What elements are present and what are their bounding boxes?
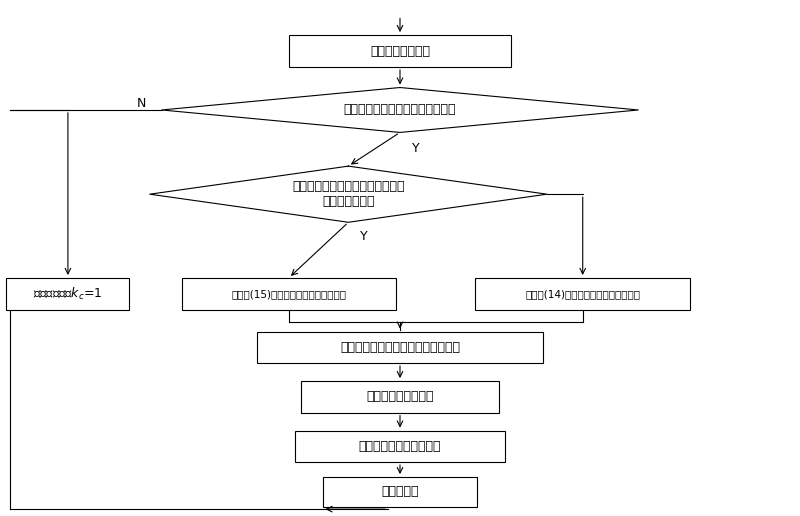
Text: Y: Y bbox=[360, 230, 368, 243]
Bar bbox=[182, 278, 396, 310]
Text: 计算遮挡后的大气透过率: 计算遮挡后的大气透过率 bbox=[358, 440, 442, 453]
Text: Y: Y bbox=[412, 141, 419, 155]
Bar bbox=[322, 477, 478, 507]
Text: 云团移动方向是否在光伏电站与测
光设备连线方向: 云团移动方向是否在光伏电站与测 光设备连线方向 bbox=[292, 180, 405, 208]
Text: N: N bbox=[137, 98, 146, 110]
Bar bbox=[294, 430, 506, 462]
Text: 进入步骤七: 进入步骤七 bbox=[382, 485, 418, 498]
Bar bbox=[6, 278, 130, 310]
Text: 获取云量监测数据: 获取云量监测数据 bbox=[370, 45, 430, 58]
Bar bbox=[289, 36, 511, 67]
Text: 利用式(14)计算云团遮挡位置投影坐标: 利用式(14)计算云团遮挡位置投影坐标 bbox=[526, 289, 640, 299]
Text: 计算遮挡发生的时间: 计算遮挡发生的时间 bbox=[366, 390, 434, 404]
Text: 置大气透过率$k_c$=1: 置大气透过率$k_c$=1 bbox=[33, 286, 102, 302]
Text: 利用式(15)计算云团遮挡位置投影坐标: 利用式(15)计算云团遮挡位置投影坐标 bbox=[231, 289, 346, 299]
Text: 云团移动方向是否会遮挡光伏电站: 云团移动方向是否会遮挡光伏电站 bbox=[344, 104, 456, 117]
Bar bbox=[475, 278, 690, 310]
Bar bbox=[301, 381, 499, 413]
Text: 计算云团投影与遮挡位置投影的距离: 计算云团投影与遮挡位置投影的距离 bbox=[340, 341, 460, 354]
Bar bbox=[257, 331, 543, 363]
